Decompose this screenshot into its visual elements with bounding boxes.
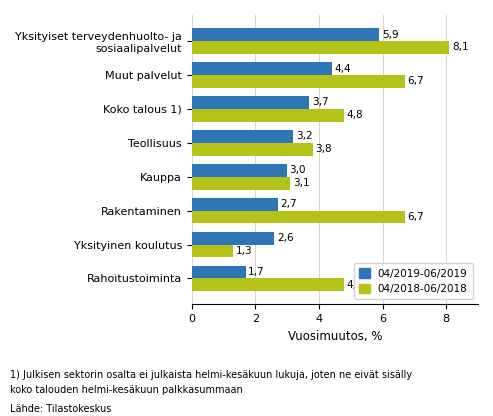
Bar [192, 265, 246, 278]
Text: 5,9: 5,9 [382, 30, 398, 40]
Text: 3,0: 3,0 [289, 165, 306, 175]
Text: 3,8: 3,8 [315, 144, 332, 154]
Bar [192, 232, 274, 245]
Bar [192, 28, 379, 41]
Text: 4,8: 4,8 [347, 280, 363, 290]
Bar [192, 75, 405, 88]
Bar [192, 245, 233, 258]
Bar [192, 41, 449, 54]
Text: 6,7: 6,7 [407, 212, 424, 222]
Text: 8,1: 8,1 [452, 42, 468, 52]
Bar [192, 109, 344, 122]
Bar [192, 198, 278, 210]
Bar [192, 210, 405, 223]
Bar [192, 177, 290, 190]
Text: 3,7: 3,7 [312, 97, 328, 107]
Text: 2,7: 2,7 [280, 199, 297, 209]
Text: 3,2: 3,2 [296, 131, 313, 141]
Text: 1) Julkisen sektorin osalta ei julkaista helmi-kesäkuun lukuja, joten ne eivät s: 1) Julkisen sektorin osalta ei julkaista… [10, 370, 412, 380]
Text: 3,1: 3,1 [293, 178, 310, 188]
Text: 4,4: 4,4 [334, 64, 351, 74]
Text: 6,7: 6,7 [407, 77, 424, 87]
Bar [192, 130, 293, 143]
Text: 2,6: 2,6 [277, 233, 293, 243]
Bar [192, 96, 309, 109]
Text: 1,7: 1,7 [248, 267, 265, 277]
Bar [192, 62, 332, 75]
Bar [192, 278, 344, 291]
Text: koko talouden helmi-kesäkuun palkkasummaan: koko talouden helmi-kesäkuun palkkasumma… [10, 385, 243, 395]
Text: 4,8: 4,8 [347, 110, 363, 120]
Legend: 04/2019-06/2019, 04/2018-06/2018: 04/2019-06/2019, 04/2018-06/2018 [354, 263, 473, 299]
X-axis label: Vuosimuutos, %: Vuosimuutos, % [287, 330, 382, 343]
Bar [192, 143, 313, 156]
Text: 1,3: 1,3 [236, 246, 252, 256]
Bar [192, 164, 287, 177]
Text: Lähde: Tilastokeskus: Lähde: Tilastokeskus [10, 404, 111, 414]
